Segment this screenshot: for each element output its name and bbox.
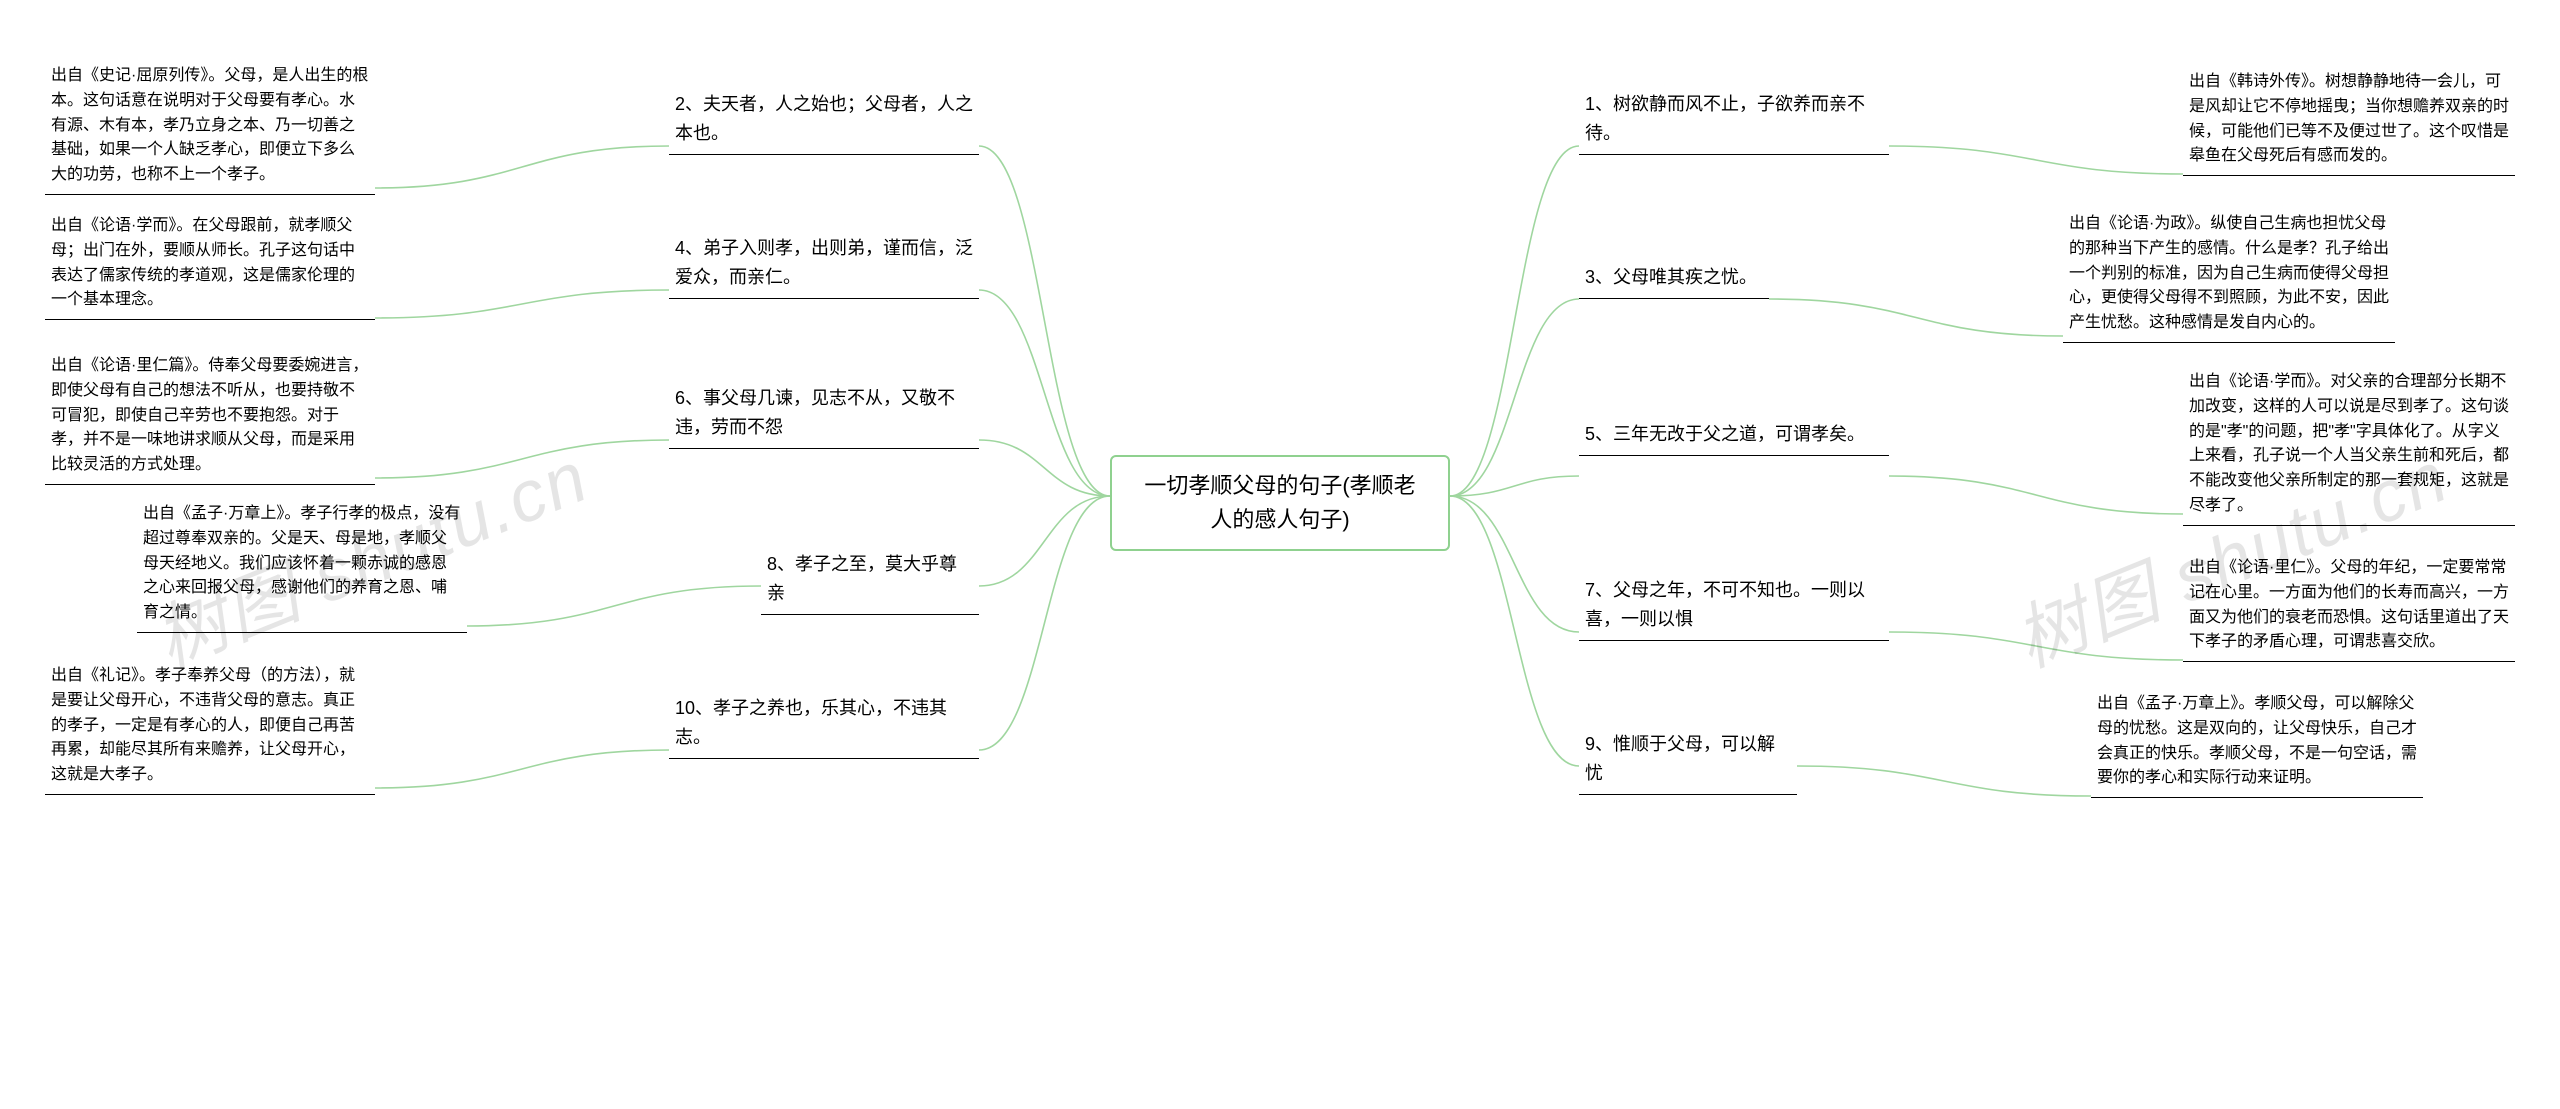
leaf-right-3: 出自《论语·里仁》。父母的年纪，一定要常常记在心里。一方面为他们的长寿而高兴，一… — [2183, 552, 2515, 662]
leaf-right-4: 出自《孟子·万章上》。孝顺父母，可以解除父母的忧愁。这是双向的，让父母快乐，自己… — [2091, 688, 2423, 798]
leaf-left-0: 出自《史记·屈原列传》。父母，是人出生的根本。这句话意在说明对于父母要有孝心。水… — [45, 60, 375, 195]
branch-right-4: 9、惟顺于父母，可以解忧 — [1579, 726, 1797, 795]
leaf-left-4: 出自《礼记》。孝子奉养父母（的方法），就是要让父母开心，不违背父母的意志。真正的… — [45, 660, 375, 795]
leaf-right-2: 出自《论语·学而》。对父亲的合理部分长期不加改变，这样的人可以说是尽到孝了。这句… — [2183, 366, 2515, 526]
branch-left-1: 4、弟子入则孝，出则弟，谨而信，泛爱众，而亲仁。 — [669, 230, 979, 299]
branch-right-2: 5、三年无改于父之道，可谓孝矣。 — [1579, 416, 1889, 456]
branch-left-2: 6、事父母几谏，见志不从，又敬不违，劳而不怨 — [669, 380, 979, 449]
leaf-right-0: 出自《韩诗外传》。树想静静地待一会儿，可是风却让它不停地摇曳；当你想赡养双亲的时… — [2183, 66, 2515, 176]
branch-right-1: 3、父母唯其疾之忧。 — [1579, 259, 1769, 299]
branch-right-0: 1、树欲静而风不止，子欲养而亲不待。 — [1579, 86, 1889, 155]
leaf-left-3: 出自《孟子·万章上》。孝子行孝的极点，没有超过尊奉双亲的。父是天、母是地，孝顺父… — [137, 498, 467, 633]
leaf-right-1: 出自《论语·为政》。纵使自己生病也担忧父母的那种当下产生的感情。什么是孝？孔子给… — [2063, 208, 2395, 343]
leaf-left-1: 出自《论语·学而》。在父母跟前，就孝顺父母；出门在外，要顺从师长。孔子这句话中表… — [45, 210, 375, 320]
branch-left-3: 8、孝子之至，莫大乎尊亲 — [761, 546, 979, 615]
leaf-left-2: 出自《论语·里仁篇》。侍奉父母要委婉进言，即使父母有自己的想法不听从，也要持敬不… — [45, 350, 375, 485]
branch-left-0: 2、夫天者，人之始也；父母者，人之本也。 — [669, 86, 979, 155]
center-node: 一切孝顺父母的句子(孝顺老人的感人句子) — [1110, 455, 1450, 551]
branch-left-4: 10、孝子之养也，乐其心，不违其志。 — [669, 690, 979, 759]
branch-right-3: 7、父母之年，不可不知也。一则以喜，一则以惧 — [1579, 572, 1889, 641]
center-title: 一切孝顺父母的句子(孝顺老人的感人句子) — [1144, 473, 1415, 532]
